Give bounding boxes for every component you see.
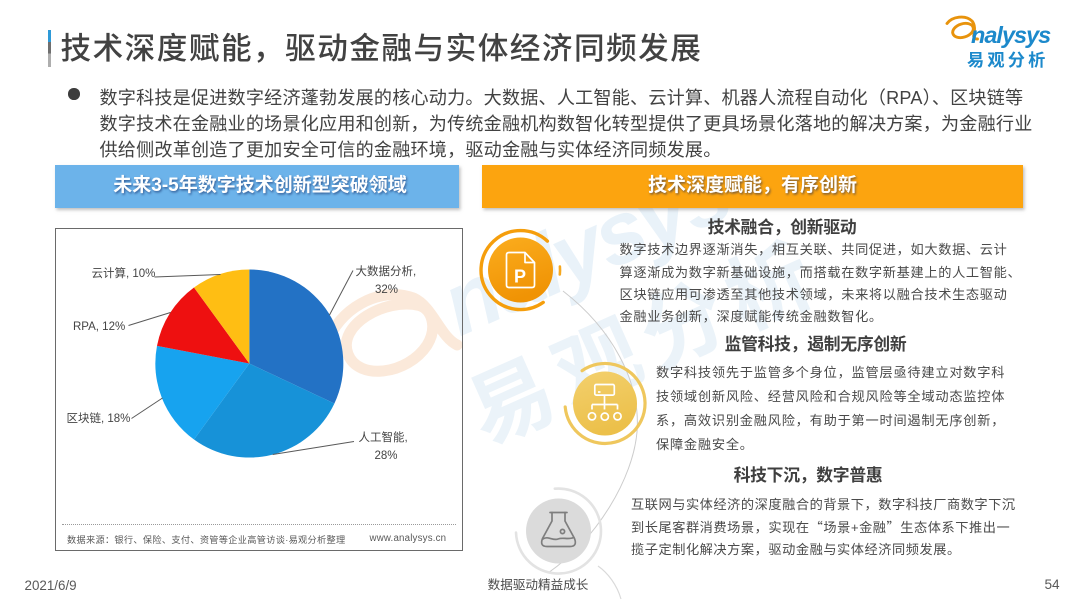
svg-text:P: P xyxy=(514,267,526,287)
